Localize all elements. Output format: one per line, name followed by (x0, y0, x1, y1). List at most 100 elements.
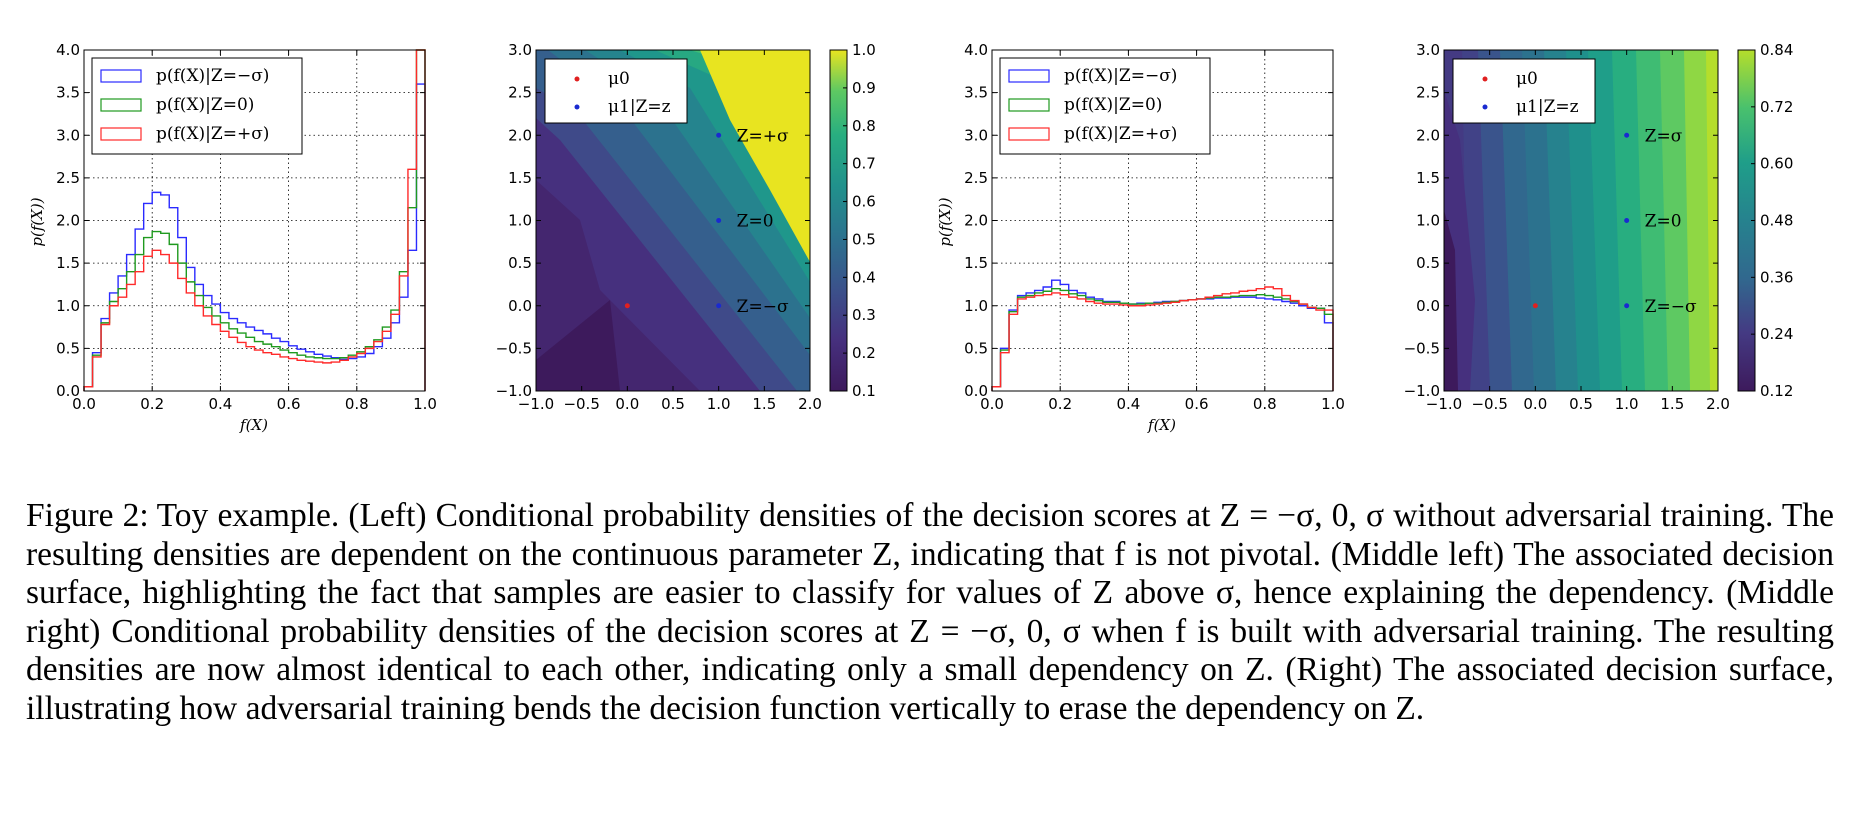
x-tick-label: 1.0 (1615, 395, 1639, 413)
y-tick-label: 1.5 (508, 169, 532, 187)
x-ticks: 0.0 0.2 0.4 0.6 0.8 1.0 (980, 50, 1345, 413)
series-plus-sigma (83, 49, 426, 391)
legend-label-plus-sigma: p(f(X)|Z=+σ) (156, 124, 269, 144)
series-zero (991, 288, 1334, 391)
colorbar-ticks: 0.1 0.2 0.3 0.4 0.5 0.6 0.7 0.8 0.9 1.0 (843, 41, 876, 400)
z-annotation: Z=0 (1645, 212, 1682, 232)
legend-label-zero: p(f(X)|Z=0) (1064, 95, 1162, 115)
legend-swatch-plus-sigma (1008, 127, 1050, 141)
colorbar-tick-label: 0.3 (852, 306, 876, 324)
y-tick-label: 4.0 (964, 41, 988, 59)
mu1-marker (716, 132, 722, 138)
colorbar-ticks: 0.12 0.24 0.36 0.48 0.60 0.72 0.84 (1751, 41, 1793, 400)
x-tick-label: 0.8 (1253, 395, 1277, 413)
x-tick-label: −0.5 (1471, 395, 1507, 413)
y-tick-label: −1.0 (1404, 382, 1440, 400)
panel-hist-left: 0.0 0.2 0.4 0.6 0.8 1.0 0.0 0.5 1.0 1.5 2.0 2.5 3.0… (28, 41, 437, 434)
contour-surface (1444, 50, 1718, 391)
y-tick-label: −0.5 (1404, 339, 1440, 357)
y-tick-label: 2.5 (56, 169, 80, 187)
z-annotation: Z=−σ (1645, 297, 1697, 317)
y-ticks: −1.0 −0.5 0.0 0.5 1.0 1.5 2.0 2.5 3.0 (1404, 41, 1718, 400)
legend-label-plus-sigma: p(f(X)|Z=+σ) (1064, 124, 1177, 144)
legend-swatch-zero (1008, 98, 1050, 112)
y-tick-label: 0.0 (964, 382, 988, 400)
x-tick-label: 1.5 (752, 395, 776, 413)
z-annotations: Z=σ Z=0 Z=−σ (1645, 126, 1697, 317)
x-axis-label: f(X) (1147, 416, 1176, 434)
colorbar-tick-label: 0.36 (1760, 268, 1793, 286)
y-tick-label: 2.0 (508, 126, 532, 144)
y-tick-label: 3.5 (964, 84, 988, 102)
legend-label-mu1: μ1|Z=z (608, 97, 671, 117)
x-tick-label: 0.0 (72, 395, 96, 413)
legend-label-mu0: μ0 (608, 69, 630, 89)
x-tick-label: −1.0 (1426, 395, 1462, 413)
y-tick-label: −0.5 (496, 339, 532, 357)
y-tick-label: 4.0 (56, 41, 80, 59)
y-tick-label: 1.0 (56, 297, 80, 315)
y-tick-label: 1.5 (56, 254, 80, 272)
y-tick-label: 2.0 (56, 212, 80, 230)
mu1-marker (1624, 132, 1630, 138)
x-ticks: −1.0 −0.5 0.0 0.5 1.0 1.5 2.0 (1426, 50, 1730, 413)
y-tick-label: 3.0 (964, 126, 988, 144)
legend-label-minus-sigma: p(f(X)|Z=−σ) (1064, 66, 1177, 86)
mu1-marker (716, 303, 722, 309)
caption-label: Figure 2: (26, 497, 149, 534)
legend-label-mu1: μ1|Z=z (1516, 97, 1579, 117)
y-tick-label: 1.0 (1416, 212, 1440, 230)
panel-hist-right: 0.0 0.2 0.4 0.6 0.8 1.0 0.0 0.5 1.0 1.5 2.0 2.5 3.0… (936, 41, 1345, 434)
mu1-marker (1624, 218, 1630, 223)
legend: μ0 μ1|Z=z (544, 58, 688, 124)
y-axis-label: p(f(X)) (936, 197, 954, 246)
y-tick-label: 0.5 (964, 339, 988, 357)
x-tick-label: 2.0 (798, 395, 822, 413)
colorbar (829, 49, 848, 392)
x-tick-label: −0.5 (563, 395, 599, 413)
colorbar-tick-label: 0.8 (852, 117, 876, 135)
x-tick-label: 0.6 (277, 395, 301, 413)
y-tick-label: 0.0 (1416, 297, 1440, 315)
colorbar-tick-label: 0.24 (1760, 325, 1793, 343)
legend-marker-mu1 (574, 104, 580, 110)
legend: μ0 μ1|Z=z (1452, 58, 1596, 124)
colorbar-tick-label: 1.0 (852, 41, 876, 59)
y-tick-label: 0.0 (56, 382, 80, 400)
contour-surface (536, 50, 810, 391)
legend-marker-mu1 (1482, 104, 1488, 110)
panel-surface-left: −1.0 −0.5 0.0 0.5 1.0 1.5 2.0 −1.0 −0.5 0.0 0.5 1.… (496, 41, 876, 413)
y-tick-label: 3.0 (56, 126, 80, 144)
series-plus-sigma (991, 286, 1334, 391)
y-tick-label: 0.0 (508, 297, 532, 315)
y-tick-label: 0.5 (508, 254, 532, 272)
x-tick-label: 1.0 (413, 395, 437, 413)
legend-swatch-minus-sigma (1008, 69, 1050, 83)
y-tick-label: 2.0 (964, 212, 988, 230)
z-annotation: Z=−σ (737, 297, 789, 317)
y-tick-label: 1.5 (1416, 169, 1440, 187)
x-tick-label: 1.5 (1660, 395, 1684, 413)
z-annotation: Z=σ (1645, 126, 1683, 146)
colorbar-tick-label: 0.5 (852, 230, 876, 248)
y-tick-label: 3.0 (1416, 41, 1440, 59)
colorbar-tick-label: 0.48 (1760, 212, 1793, 230)
x-tick-label: 0.5 (661, 395, 685, 413)
x-ticks: 0.0 0.2 0.4 0.6 0.8 1.0 (72, 50, 437, 413)
x-tick-label: 0.6 (1185, 395, 1209, 413)
y-tick-label: 0.5 (1416, 254, 1440, 272)
x-tick-label: 0.4 (208, 395, 232, 413)
x-tick-label: 0.4 (1116, 395, 1140, 413)
hist-series (991, 279, 1334, 391)
colorbar-tick-label: 0.1 (852, 382, 876, 400)
x-tick-label: 0.8 (345, 395, 369, 413)
colorbar-tick-label: 0.9 (852, 79, 876, 97)
z-annotation: Z=0 (737, 212, 774, 232)
series-zero (83, 49, 426, 391)
legend-swatch-minus-sigma (100, 69, 142, 83)
x-tick-label: 0.0 (615, 395, 639, 413)
y-tick-label: 2.5 (964, 169, 988, 187)
sample-markers (1532, 132, 1630, 309)
legend-marker-mu0 (574, 76, 580, 82)
x-tick-label: 0.2 (140, 395, 164, 413)
